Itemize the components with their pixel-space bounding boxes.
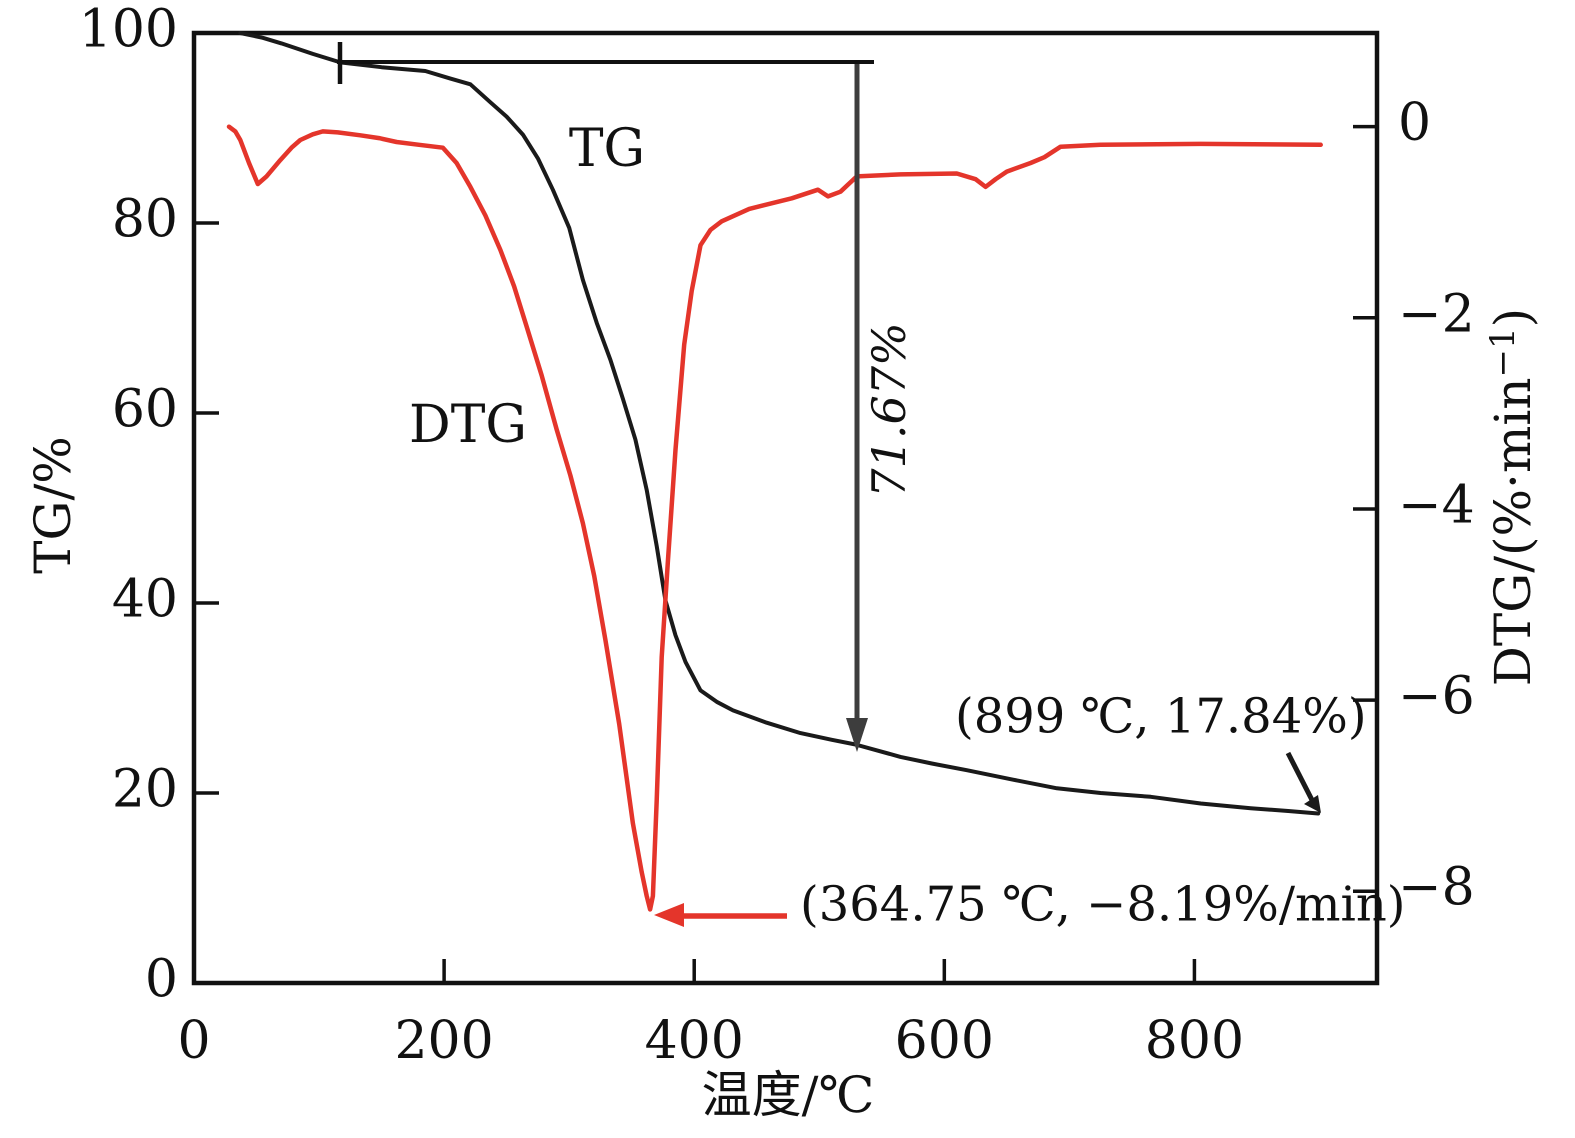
x-tick-label-600: 600: [895, 1011, 994, 1071]
left-tick-label-0: 0: [145, 950, 178, 1010]
dtg-series-label: DTG: [409, 395, 527, 455]
dtg-peak-arrowhead-icon: [654, 903, 684, 927]
right-tick-label--8: −8: [1398, 858, 1475, 918]
dtg-curve: [226, 124, 1323, 912]
dtg-peak-label: (364.75 ℃, −8.19%/min): [800, 877, 1406, 933]
tg-end-label: (899 ℃, 17.84%): [955, 689, 1367, 745]
right-tick-label--2: −2: [1398, 284, 1475, 344]
left-tick-label-100: 100: [79, 0, 178, 60]
x-tick-label-400: 400: [645, 1011, 744, 1071]
tg-end-arrow-line: [1285, 751, 1315, 802]
x-tick-label-200: 200: [394, 1011, 493, 1071]
x-tick-label-800: 800: [1145, 1011, 1244, 1071]
axis-tick-labels: 0 200 400 600 800 0 20 40 60 80 100 0 −2 −4 −6 −8: [79, 0, 1475, 1071]
data-curves: [226, 31, 1323, 912]
x-axis-title: 温度/℃: [702, 1066, 875, 1124]
tg-curve: [238, 31, 1321, 816]
right-axis-title: DTG/(%·min−1): [1483, 308, 1542, 686]
tg-end-annotation: (899 ℃, 17.84%): [955, 689, 1367, 813]
left-tick-label-20: 20: [112, 760, 178, 820]
mass-loss-annotation: 71.67%: [337, 42, 916, 752]
right-tick-label--6: −6: [1398, 667, 1475, 727]
left-axis-title: TG/%: [24, 436, 82, 574]
axis-ticks: [196, 124, 1375, 981]
tg-end-arrowhead-icon: [1304, 795, 1321, 813]
left-tick-label-80: 80: [112, 190, 178, 250]
left-tick-label-60: 60: [112, 380, 178, 440]
x-tick-label-0: 0: [177, 1011, 210, 1071]
mass-loss-label: 71.67%: [862, 322, 916, 497]
dtg-peak-annotation: (364.75 ℃, −8.19%/min): [654, 877, 1406, 933]
mass-loss-arrowhead-icon: [846, 718, 868, 752]
left-tick-label-40: 40: [112, 570, 178, 630]
right-tick-label--4: −4: [1398, 475, 1475, 535]
plot-frame: [191, 30, 1380, 986]
right-tick-label-0: 0: [1398, 93, 1431, 153]
tg-series-label: TG: [569, 119, 645, 179]
